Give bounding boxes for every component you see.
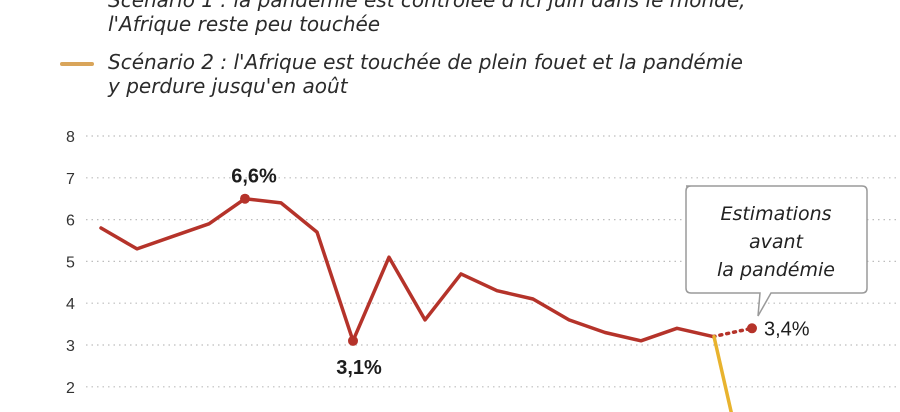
- callout-line-3: la pandémie: [717, 259, 835, 281]
- callout-box: [685, 185, 868, 317]
- low-point: [348, 335, 358, 346]
- history-series-line: [99, 196, 715, 343]
- y-tick-label: 4: [66, 296, 75, 313]
- legend-scenario-2: Scénario 2 : l'Afrique est touchée de pl…: [108, 50, 743, 98]
- peak-value-label: 6,6%: [231, 166, 277, 188]
- y-tick-label: 3: [66, 338, 75, 355]
- estimate-dotted-line: [711, 326, 754, 339]
- y-tick-label: 6: [66, 213, 75, 230]
- estimate-callout: Estimations avant la pandémie: [685, 185, 868, 317]
- y-axis-ticks: 2 3 4 5 6 7 8: [66, 129, 75, 397]
- low-value-label: 3,1%: [336, 357, 382, 379]
- grid-lines: [86, 135, 900, 388]
- estimate-value-label: 3,4%: [764, 318, 810, 340]
- callout-line-1: Estimations: [720, 203, 831, 225]
- y-tick-label: 2: [66, 380, 75, 397]
- legend-scenario-2-line-1: Scénario 2 : l'Afrique est touchée de pl…: [108, 50, 743, 74]
- callout-line-2: avant: [749, 231, 805, 253]
- estimate-point: [747, 323, 757, 334]
- y-tick-label: 7: [66, 171, 75, 188]
- legend-swatch-scenario-2: [60, 62, 94, 66]
- legend-scenario-1-line-1: Scénario 1 : la pandémie est contrôlée d…: [108, 0, 746, 12]
- y-tick-label: 8: [66, 129, 75, 146]
- scenario-2-line: [712, 334, 733, 412]
- legend-scenario-1-line-2: l'Afrique reste peu touchée: [108, 12, 381, 36]
- legend-scenario-2-line-2: y perdure jusqu'en août: [108, 74, 348, 98]
- peak-point: [240, 193, 250, 204]
- legend-scenario-1: Scénario 1 : la pandémie est contrôlée d…: [108, 0, 746, 36]
- y-tick-label: 5: [66, 254, 75, 271]
